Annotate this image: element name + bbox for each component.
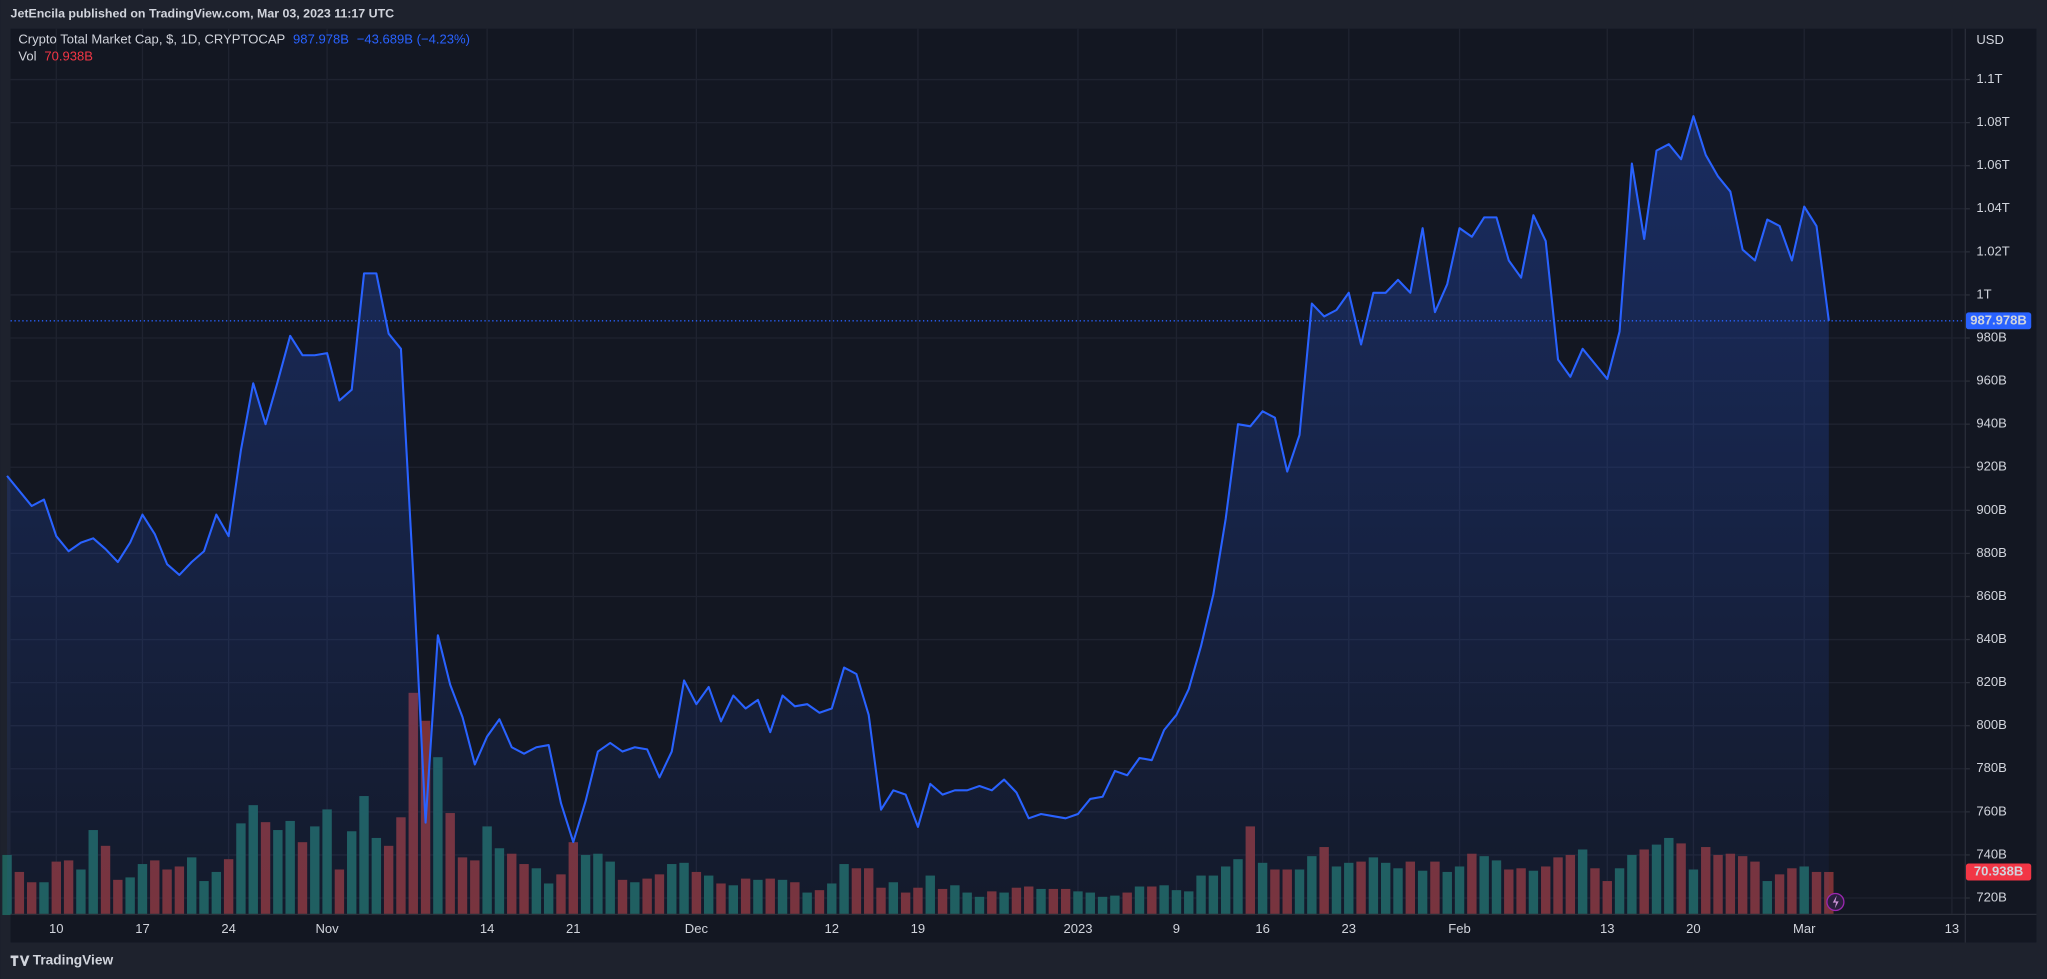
price-area xyxy=(7,116,1829,914)
last-volume-box xyxy=(1965,863,2032,881)
y-tick-label: 920B xyxy=(1976,459,2007,474)
y-tick-label: 900B xyxy=(1976,502,2007,517)
x-tick-label: Feb xyxy=(1448,921,1470,936)
last-volume-label: 70.938B xyxy=(1974,863,2023,878)
y-tick-label: 1.06T xyxy=(1976,157,2009,172)
y-tick-label: 1.04T xyxy=(1976,200,2009,215)
y-tick-label: 880B xyxy=(1976,545,2007,560)
price-line xyxy=(6,115,1830,844)
volume-legend-name: Vol xyxy=(18,49,36,64)
x-tick-label: 19 xyxy=(911,921,926,936)
legend-change: −43.689B (−4.23%) xyxy=(357,32,470,47)
x-tick-label: 13 xyxy=(1600,921,1615,936)
y-tick-label: 840B xyxy=(1976,631,2007,646)
legend: Crypto Total Market Cap, $, 1D, CRYPTOCA… xyxy=(18,32,470,47)
x-tick-label: 21 xyxy=(566,921,581,936)
y-tick-label: 800B xyxy=(1976,717,2007,732)
x-tick-label: 12 xyxy=(825,921,840,936)
x-tick-label: 13 xyxy=(1945,921,1960,936)
legend-last: 987.978B xyxy=(293,32,349,47)
y-tick-label: 740B xyxy=(1976,846,2007,861)
x-tick-label: 2023 xyxy=(1063,921,1092,936)
y-tick-label: 780B xyxy=(1976,760,2007,775)
y-tick-label: 940B xyxy=(1976,416,2007,431)
volume-legend-last: 70.938B xyxy=(44,49,93,64)
footer-logo xyxy=(10,955,30,966)
volume-bar xyxy=(1824,871,1834,916)
x-tick-label: 23 xyxy=(1342,921,1357,936)
y-tick-label: 860B xyxy=(1976,588,2007,603)
y-tick-label: 960B xyxy=(1976,373,2007,388)
y-tick-label: 760B xyxy=(1976,803,2007,818)
y-tick-label: 1.02T xyxy=(1976,243,2009,258)
y-tick-label: 820B xyxy=(1976,674,2007,689)
header: JetEncila published on TradingView.com, … xyxy=(11,7,395,21)
last-price-label: 987.978B xyxy=(1970,312,2027,327)
volume-legend: Vol 70.938B xyxy=(18,49,93,64)
x-tick-label: 10 xyxy=(49,921,64,936)
x-tick-label: Nov xyxy=(315,921,339,936)
y-tick-label: 1.08T xyxy=(1976,114,2009,129)
x-tick-label: 17 xyxy=(135,921,150,936)
last-price-box xyxy=(1965,312,2032,330)
x-tick-label: 20 xyxy=(1686,921,1701,936)
x-tick-label: 24 xyxy=(221,921,236,936)
x-tick-label: Dec xyxy=(685,921,709,936)
y-tick-label: 980B xyxy=(1976,329,2007,344)
x-tick-label: 14 xyxy=(480,921,495,936)
event-icon-bolt xyxy=(1832,895,1839,909)
x-tick-label: Mar xyxy=(1793,921,1816,936)
x-tick-label: 16 xyxy=(1255,921,1270,936)
y-tick-label: 1T xyxy=(1976,286,1991,301)
legend-symbol: Crypto Total Market Cap, $, 1D, CRYPTOCA… xyxy=(18,32,285,47)
x-tick-label: 9 xyxy=(1173,921,1180,936)
axis-unit: USD xyxy=(1976,32,2004,47)
footer: TradingView xyxy=(33,952,114,967)
y-tick-label: 1.1T xyxy=(1976,71,2002,86)
y-tick-label: 720B xyxy=(1976,889,2007,904)
